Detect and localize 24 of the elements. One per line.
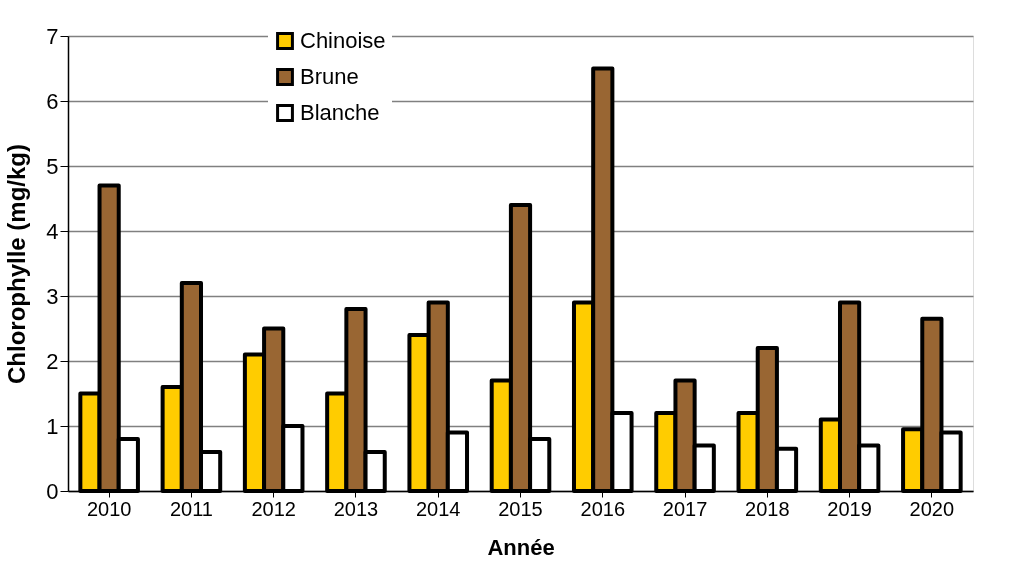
x-tick-label: 2016 xyxy=(580,497,626,520)
y-tick-label: 0 xyxy=(46,478,59,504)
y-tick-label: 1 xyxy=(46,413,59,439)
y-axis-title: Chlorophylle (mg/kg) xyxy=(3,144,31,384)
x-tick-label: 2015 xyxy=(498,497,543,520)
x-tick-label: 2014 xyxy=(415,497,461,520)
x-tick-label: 2017 xyxy=(662,497,708,520)
x-axis-title: Année xyxy=(487,534,555,560)
x-tick-label: 2013 xyxy=(333,497,379,520)
legend-label: Brune xyxy=(300,64,359,89)
y-tick-label: 3 xyxy=(46,283,59,309)
y-tick-label: 4 xyxy=(46,218,59,244)
y-tick-label: 5 xyxy=(46,153,59,179)
legend-label: Blanche xyxy=(300,100,380,125)
x-tick-label: 2018 xyxy=(745,497,790,520)
x-tick-label: 2012 xyxy=(251,497,296,520)
x-tick-label: 2020 xyxy=(909,497,955,520)
y-tick-label: 7 xyxy=(46,23,59,49)
x-tick-label: 2019 xyxy=(827,497,872,520)
x-tick-label: 2010 xyxy=(86,497,132,520)
y-tick-label: 2 xyxy=(46,348,59,374)
legend-label: Chinoise xyxy=(300,28,386,53)
y-tick-label: 6 xyxy=(46,88,59,114)
x-tick-label: 2011 xyxy=(169,497,213,520)
